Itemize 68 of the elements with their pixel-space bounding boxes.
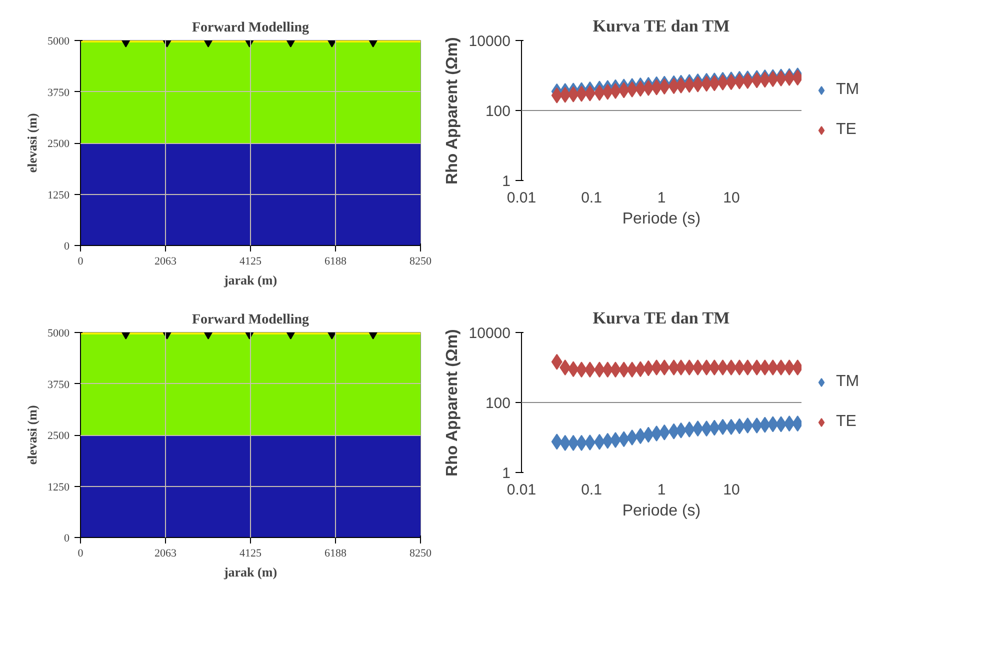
x-tick-label: 2063 [154,256,178,268]
y-tick-label: 5000 [48,36,70,48]
legend-label: TE [836,413,856,431]
chart-title: Kurva TE dan TM [592,308,730,328]
y-tick-label: 5000 [48,328,70,340]
point [692,360,704,376]
y-tick-label: 1 [502,173,510,190]
x-tick-label: 8250 [410,548,432,560]
y-tick-label: 3750 [48,378,70,391]
x-tick-label: 10 [723,482,740,498]
point [658,360,670,376]
chart-title: Forward Modelling [192,312,310,328]
x-tick-label: 0.01 [506,482,536,498]
y-tick-label: 2500 [48,138,70,150]
point [759,360,770,376]
x-tick-label: 4125 [240,548,262,560]
y-tick-label: 10000 [468,33,511,50]
x-tick-label: 1 [657,482,666,498]
point [767,360,778,376]
point [742,360,754,376]
point [684,360,695,376]
y-axis-title: Rho Apparent (Ωm) [444,37,461,184]
chart-title: Forward Modelling [192,20,310,36]
x-tick-label: 0.1 [581,190,602,206]
y-tick-label: 0 [64,240,70,252]
y-tick-label: 10000 [468,325,511,342]
legend-label: TM [836,373,860,391]
x-axis-title: jarak (m) [222,564,278,580]
point [726,360,737,376]
x-tick-label: 0 [78,548,84,560]
y-tick-label: 100 [485,103,511,120]
x-tick-label: 0.01 [506,190,536,206]
point [701,360,712,376]
x-tick-label: 1 [657,190,666,206]
chart-title: Kurva TE dan TM [592,16,730,36]
x-tick-label: 4125 [240,256,262,268]
x-tick-label: 6188 [324,548,348,560]
y-tick-label: 1 [502,465,510,482]
point [784,360,795,376]
point [560,360,571,376]
y-axis-title: Rho Apparent (Ωm) [444,329,461,476]
x-axis-title: Periode (s) [622,502,701,520]
point [708,360,720,376]
y-tick-label: 100 [485,395,511,412]
y-axis-title: elevasi (m) [24,405,40,465]
x-axis-title: Periode (s) [622,210,701,228]
point [776,360,787,376]
y-tick-label: 3750 [48,86,70,99]
x-tick-label: 0.1 [581,482,602,498]
legend-label: TE [836,121,856,139]
point [651,360,662,376]
x-tick-label: 8250 [410,256,432,268]
x-tick-label: 6188 [324,256,348,268]
point [751,360,762,376]
x-tick-label: 10 [723,190,740,206]
point [676,360,687,376]
point [717,360,728,376]
x-axis-title: jarak (m) [222,272,278,288]
legend-label: TM [836,81,860,99]
point [734,360,745,376]
y-tick-label: 2500 [48,430,70,442]
y-tick-label: 1250 [48,481,70,494]
y-tick-label: 1250 [48,189,70,202]
x-tick-label: 0 [78,256,84,268]
x-tick-label: 2063 [154,548,178,560]
point [626,430,638,446]
y-tick-label: 0 [64,532,70,544]
y-axis-title: elevasi (m) [24,113,40,173]
